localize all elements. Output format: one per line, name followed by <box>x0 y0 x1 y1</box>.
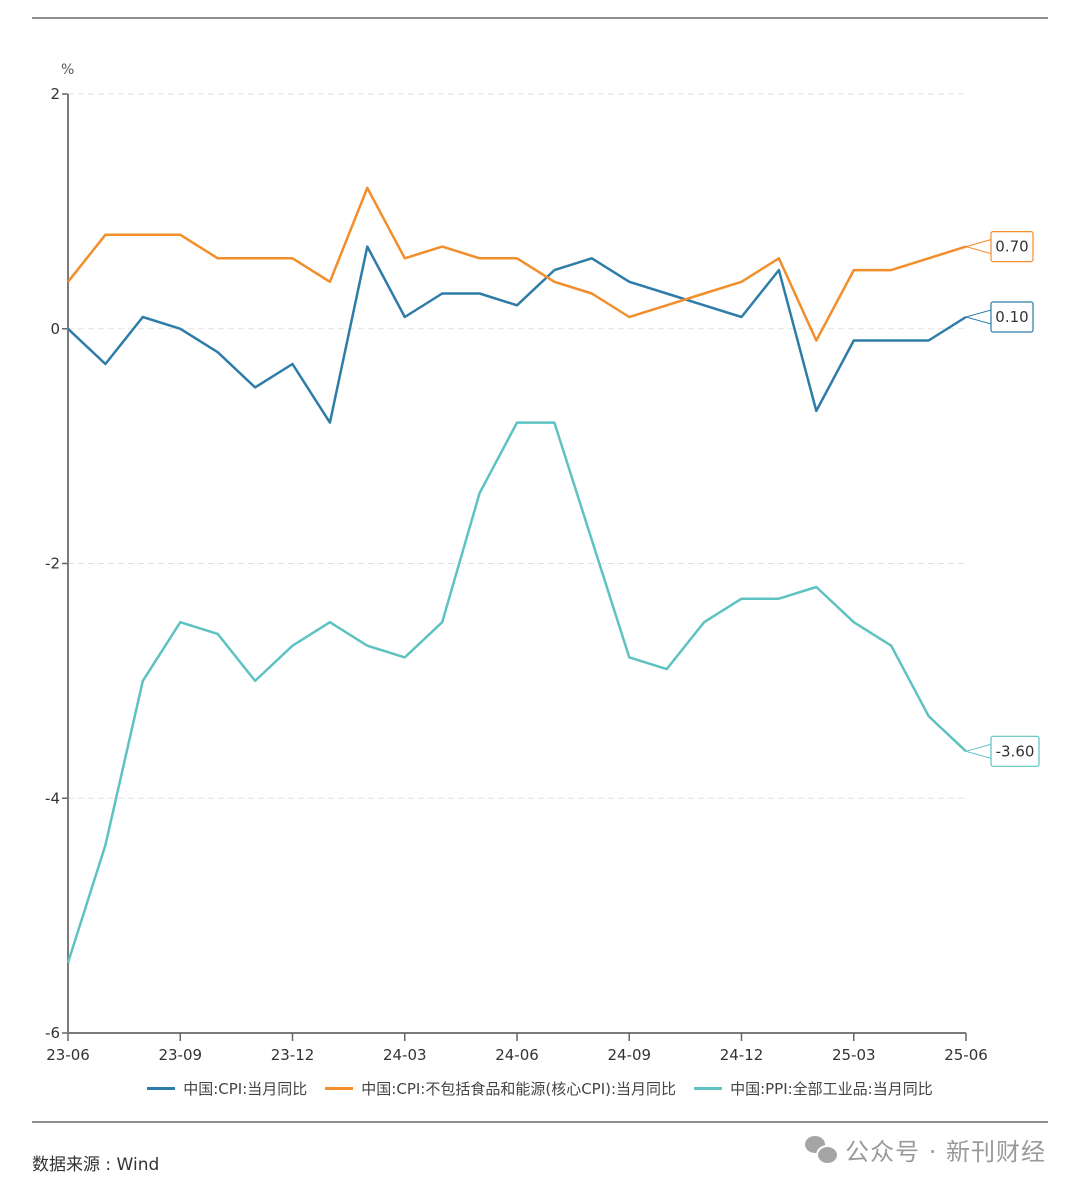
y-tick-label: -4 <box>45 789 60 807</box>
x-tick-label: 24-09 <box>607 1046 651 1064</box>
axes: 2 0 -2 -4 -6 23-06 23-09 23-12 24-03 24-06 24-09 24… <box>45 85 988 1064</box>
y-axis-unit-label: % <box>61 62 74 78</box>
grid-lines <box>68 93 966 799</box>
legend-swatch <box>147 1087 176 1090</box>
x-tick-label: 25-06 <box>944 1046 988 1064</box>
series-line-1 <box>67 186 967 342</box>
end-label-value: -3.60 <box>996 742 1035 760</box>
legend-item-0[interactable]: 中国:CPI:当月同比 <box>147 1078 307 1099</box>
top-rule <box>32 17 1048 19</box>
x-tick-label: 24-03 <box>383 1046 427 1064</box>
watermark-text: 公众号 · 新刊财经 <box>845 1138 1046 1166</box>
legend-swatch <box>325 1087 354 1090</box>
legend: 中国:CPI:当月同比 中国:CPI:不包括食品和能源(核心CPI):当月同比 中国… <box>0 1078 1080 1099</box>
y-tick-label: -2 <box>45 555 60 573</box>
x-tick-label: 24-12 <box>720 1046 764 1064</box>
end-label-pointer <box>965 309 992 325</box>
legend-item-1[interactable]: 中国:CPI:不包括食品和能源(核心CPI):当月同比 <box>325 1078 676 1099</box>
legend-item-2[interactable]: 中国:PPI:全部工业品:当月同比 <box>694 1078 933 1099</box>
y-tick-label: 0 <box>50 320 60 338</box>
x-tick-label: 23-06 <box>46 1046 90 1064</box>
legend-label: 中国:PPI:全部工业品:当月同比 <box>730 1080 933 1098</box>
y-tick-label: 2 <box>50 85 60 103</box>
series-lines <box>66 186 967 963</box>
end-label-pointer <box>965 238 992 255</box>
wechat-icon <box>805 1135 840 1165</box>
bottom-rule <box>32 1121 1048 1123</box>
x-tick-label: 23-12 <box>271 1046 315 1064</box>
data-source: 数据来源 : Wind <box>32 1155 160 1175</box>
end-label-box <box>990 301 1034 333</box>
x-tick-label: 23-09 <box>158 1046 202 1064</box>
series-line-2 <box>66 421 967 963</box>
end-labels: 0.10 0.70 -3.60 <box>965 230 1040 767</box>
legend-label: 中国:CPI:当月同比 <box>183 1080 308 1098</box>
end-label-value: 0.70 <box>995 238 1028 256</box>
legend-label: 中国:CPI:不包括食品和能源(核心CPI):当月同比 <box>361 1080 677 1098</box>
end-label-value: 0.10 <box>995 308 1028 326</box>
y-tick-label: -6 <box>45 1024 60 1042</box>
series-line-0 <box>67 245 967 424</box>
line-chart: 2 0 -2 -4 -6 23-06 23-09 23-12 24-03 24-06 24-09 24… <box>45 62 1040 1064</box>
watermark: 公众号 · 新刊财经 <box>805 1132 1046 1167</box>
end-label-box <box>990 735 1040 767</box>
end-label-box <box>990 230 1034 263</box>
legend-swatch <box>694 1087 723 1090</box>
x-tick-label: 25-03 <box>832 1046 876 1064</box>
end-label-pointer <box>965 743 992 759</box>
x-tick-label: 24-06 <box>495 1046 539 1064</box>
